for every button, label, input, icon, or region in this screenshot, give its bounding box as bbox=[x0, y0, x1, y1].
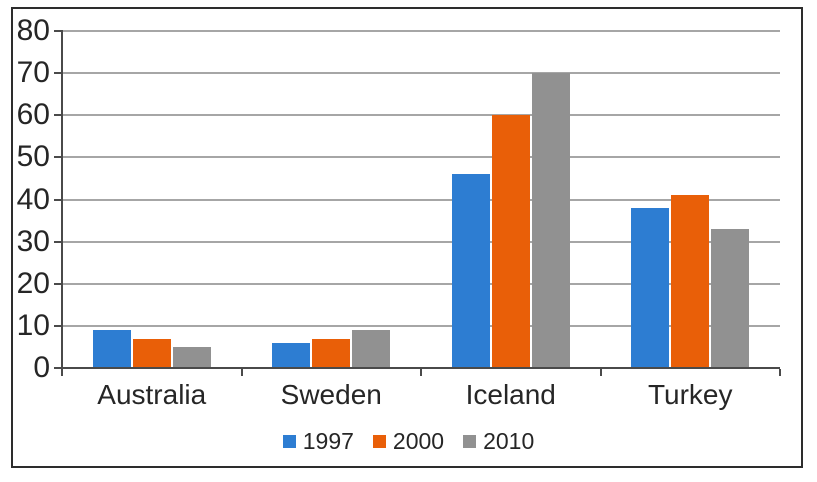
gridline-60 bbox=[62, 114, 780, 117]
bar-turkey-2000 bbox=[671, 195, 710, 368]
bar-sweden-2010 bbox=[352, 330, 391, 368]
y-axis-tick-labels: 0 10 20 30 40 50 60 70 80 bbox=[0, 0, 50, 482]
y-axis-tick-label-70: 70 bbox=[16, 56, 50, 90]
bar-iceland-1997 bbox=[451, 174, 490, 368]
legend-label-2010: 2010 bbox=[483, 428, 535, 454]
gridline-70 bbox=[62, 72, 780, 75]
bar-turkey-2010 bbox=[711, 229, 750, 368]
legend-item-1997: 1997 bbox=[282, 428, 354, 454]
y-axis-line bbox=[61, 30, 63, 368]
bar-sweden-2000 bbox=[312, 339, 351, 368]
bar-australia-2010 bbox=[172, 347, 211, 368]
x-axis-tick-0 bbox=[61, 369, 63, 376]
y-axis-tick-40 bbox=[54, 198, 62, 201]
bar-australia-2000 bbox=[132, 339, 171, 368]
y-axis-tick-60 bbox=[54, 114, 62, 117]
y-axis-tick-label-0: 0 bbox=[33, 351, 50, 384]
legend-item-2010: 2010 bbox=[463, 429, 534, 453]
bar-turkey-1997 bbox=[631, 208, 670, 368]
bar-iceland-2000 bbox=[491, 115, 530, 368]
x-axis-line bbox=[61, 367, 780, 369]
x-axis-tick-3 bbox=[599, 369, 602, 376]
gridline-40 bbox=[62, 198, 780, 201]
legend-swatch-2000 bbox=[372, 434, 386, 448]
y-axis-tick-80 bbox=[54, 30, 62, 32]
y-axis-tick-70 bbox=[54, 72, 62, 75]
chart-border-frame bbox=[11, 7, 803, 468]
y-axis-tick-10 bbox=[54, 324, 62, 327]
legend-swatch-2010 bbox=[463, 434, 477, 448]
plot-area bbox=[54, 30, 781, 376]
bar-iceland-2010 bbox=[531, 73, 570, 368]
y-axis-tick-label-40: 40 bbox=[16, 182, 50, 216]
legend-item-2000: 2000 bbox=[372, 428, 445, 454]
y-axis-tick-label-60: 60 bbox=[16, 98, 50, 132]
bar-sweden-1997 bbox=[272, 343, 311, 368]
y-axis-tick-label-10: 10 bbox=[16, 308, 50, 342]
x-axis-tick-1 bbox=[240, 369, 243, 376]
legend-label-2000: 2000 bbox=[392, 428, 445, 454]
bar-australia-1997 bbox=[92, 330, 131, 368]
y-axis-tick-label-50: 50 bbox=[16, 140, 50, 174]
gridline-30 bbox=[62, 240, 780, 243]
y-axis-tick-50 bbox=[54, 156, 62, 159]
x-axis-tick-4 bbox=[779, 369, 781, 376]
legend-swatch-1997 bbox=[282, 434, 296, 448]
y-axis-tick-30 bbox=[54, 240, 62, 243]
legend: 1997 2000 2010 bbox=[0, 429, 817, 453]
x-axis-tick-2 bbox=[420, 369, 422, 376]
legend-label-1997: 1997 bbox=[302, 428, 354, 454]
y-axis-tick-20 bbox=[54, 282, 62, 285]
y-axis-tick-label-80: 80 bbox=[16, 14, 50, 47]
y-axis-tick-label-30: 30 bbox=[16, 224, 50, 258]
gridline-20 bbox=[62, 282, 780, 285]
gridline-80 bbox=[62, 30, 780, 32]
gridline-10 bbox=[62, 324, 780, 327]
gridline-50 bbox=[62, 156, 780, 159]
y-axis-tick-0 bbox=[54, 367, 62, 369]
y-axis-tick-label-20: 20 bbox=[16, 266, 50, 300]
